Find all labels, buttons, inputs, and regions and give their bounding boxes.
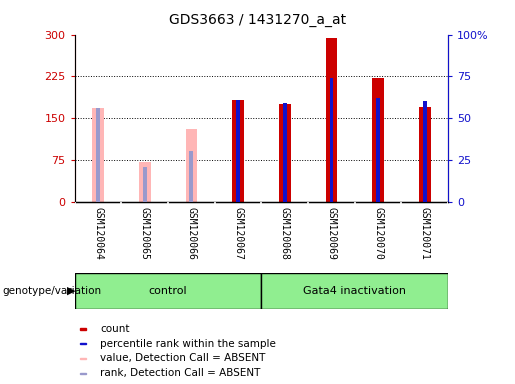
Text: value, Detection Call = ABSENT: value, Detection Call = ABSENT xyxy=(100,353,266,364)
Bar xyxy=(236,100,240,202)
Bar xyxy=(423,101,426,202)
Bar xyxy=(325,38,337,202)
Text: GSM120071: GSM120071 xyxy=(420,207,430,260)
Text: GSM120066: GSM120066 xyxy=(186,207,196,260)
Bar xyxy=(139,162,150,202)
Text: count: count xyxy=(100,324,130,334)
Text: percentile rank within the sample: percentile rank within the sample xyxy=(100,339,277,349)
Bar xyxy=(261,273,448,309)
Bar xyxy=(92,108,104,202)
Bar xyxy=(185,129,197,202)
Bar xyxy=(190,152,193,202)
Bar xyxy=(80,343,87,344)
Bar xyxy=(80,358,87,359)
Text: ▶: ▶ xyxy=(67,286,76,296)
Bar xyxy=(75,273,261,309)
Text: GSM120067: GSM120067 xyxy=(233,207,243,260)
Text: GSM120065: GSM120065 xyxy=(140,207,150,260)
Bar xyxy=(372,78,384,202)
Bar xyxy=(96,108,100,202)
Bar xyxy=(80,328,87,329)
Bar xyxy=(232,100,244,202)
Text: control: control xyxy=(149,286,187,296)
Text: GSM120064: GSM120064 xyxy=(93,207,103,260)
Text: Gata4 inactivation: Gata4 inactivation xyxy=(303,286,406,296)
Bar xyxy=(143,167,147,202)
Bar xyxy=(279,104,290,202)
Text: GSM120068: GSM120068 xyxy=(280,207,290,260)
Text: rank, Detection Call = ABSENT: rank, Detection Call = ABSENT xyxy=(100,368,261,378)
Bar xyxy=(80,372,87,374)
Bar xyxy=(419,107,431,202)
Text: GSM120069: GSM120069 xyxy=(327,207,336,260)
Text: GSM120070: GSM120070 xyxy=(373,207,383,260)
Text: GDS3663 / 1431270_a_at: GDS3663 / 1431270_a_at xyxy=(169,13,346,27)
Bar xyxy=(283,103,286,202)
Bar xyxy=(330,78,333,202)
Text: genotype/variation: genotype/variation xyxy=(3,286,101,296)
Bar xyxy=(376,98,380,202)
